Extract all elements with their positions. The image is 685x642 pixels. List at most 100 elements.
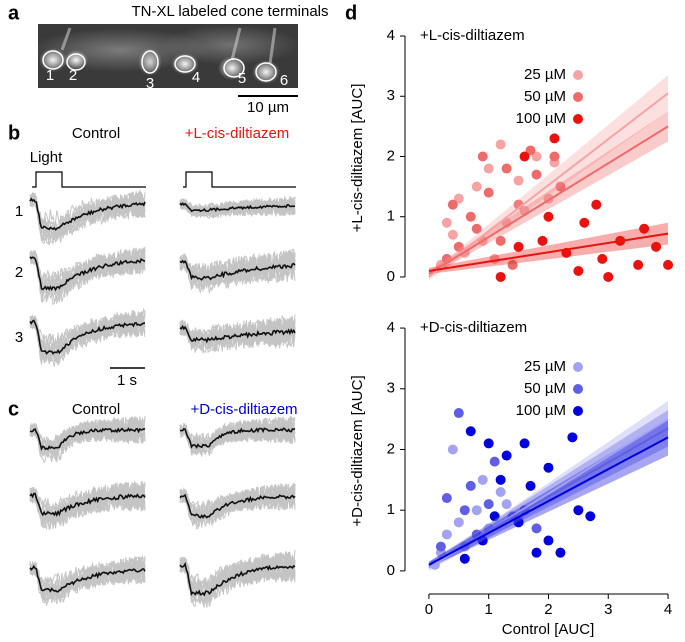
column-title: Control (72, 125, 120, 142)
point (501, 450, 512, 461)
legend-marker (573, 362, 583, 372)
single-trace (179, 248, 296, 287)
point (597, 253, 608, 264)
point (447, 444, 458, 455)
single-trace (29, 556, 146, 600)
point (501, 163, 512, 174)
point (471, 223, 482, 234)
point (591, 199, 602, 210)
legend-label: 50 µM (524, 380, 566, 397)
point (639, 223, 650, 234)
single-trace (29, 557, 146, 601)
point (453, 241, 464, 252)
stimulus (32, 171, 146, 188)
point (495, 474, 506, 485)
point (483, 499, 494, 510)
point (435, 541, 446, 552)
point (441, 217, 452, 228)
mean-trace (29, 427, 145, 451)
single-trace (179, 320, 296, 354)
legend-marker (573, 406, 583, 416)
y-axis-label: +D-cis-diltiazem [AUC] (349, 375, 366, 526)
single-trace (29, 248, 146, 299)
panel-title: TN-XL labeled cone terminals (131, 3, 328, 20)
y-tick-label: 1 (387, 501, 395, 518)
mean-trace (179, 259, 296, 281)
cell-label: 6 (280, 72, 288, 89)
point (651, 241, 662, 252)
x-tick-label: 3 (604, 601, 612, 618)
point (543, 535, 554, 546)
point (447, 229, 458, 240)
point (603, 271, 614, 282)
x-tick-label: 0 (425, 601, 433, 618)
panel-letter: c (8, 398, 19, 420)
point (513, 241, 524, 252)
point (549, 133, 560, 144)
mean-trace (29, 197, 146, 231)
point (579, 217, 590, 228)
confidence-band (428, 75, 669, 280)
y-tick-label: 0 (387, 562, 395, 579)
y-axis-label: +L-cis-diltiazem [AUC] (349, 84, 366, 233)
point (519, 151, 530, 162)
legend-marker (573, 70, 583, 80)
point (441, 493, 452, 504)
mean-trace (29, 492, 146, 518)
single-trace (29, 416, 146, 455)
mean-trace (29, 319, 145, 355)
point (477, 474, 488, 485)
point (531, 169, 542, 180)
legend-label: 100 µM (516, 402, 566, 419)
row-label: 3 (15, 329, 23, 346)
cell-label: 3 (146, 75, 154, 92)
scale-label: 10 µm (247, 99, 289, 116)
y-tick-label: 3 (387, 380, 395, 397)
cell-label: 1 (46, 67, 54, 84)
legend-label: 100 µM (516, 110, 566, 127)
scale-label: 1 s (117, 372, 137, 389)
mean-trace (179, 493, 296, 519)
point (495, 139, 506, 150)
point (513, 517, 524, 528)
micrograph (30, 24, 300, 88)
x-axis-label: Control [AUC] (502, 621, 595, 638)
mean-trace (29, 256, 146, 292)
chart-title: +L-cis-diltiazem (420, 27, 525, 44)
point (495, 235, 506, 246)
point (459, 553, 470, 564)
point (585, 511, 596, 522)
legend-label: 50 µM (524, 88, 566, 105)
mean-trace (179, 202, 296, 213)
point (543, 462, 554, 473)
stimulus-label: Light (30, 149, 63, 166)
mean-trace (179, 324, 296, 344)
row-label: 1 (15, 203, 23, 220)
y-tick-label: 0 (387, 268, 395, 285)
point (489, 511, 500, 522)
point (555, 547, 566, 558)
single-trace (29, 483, 146, 531)
point (531, 523, 542, 534)
single-trace (29, 310, 146, 356)
legend-marker (573, 384, 583, 394)
fit-line (428, 232, 669, 272)
point (441, 529, 452, 540)
fit-line (428, 427, 669, 566)
legend-label: 25 µM (524, 66, 566, 83)
point (483, 187, 494, 198)
chart-title: +D-cis-diltiazem (420, 319, 527, 336)
point (465, 480, 476, 491)
legend-marker (573, 92, 583, 102)
column-title: +L-cis-diltiazem (185, 125, 290, 142)
cell-label: 5 (238, 70, 246, 87)
fit-line (428, 92, 669, 278)
point (549, 151, 560, 162)
point (495, 271, 506, 282)
legend-marker (573, 114, 583, 124)
mean-trace (29, 564, 146, 593)
point (483, 438, 494, 449)
y-tick-label: 4 (387, 27, 395, 44)
point (471, 505, 482, 516)
single-trace (29, 556, 146, 599)
